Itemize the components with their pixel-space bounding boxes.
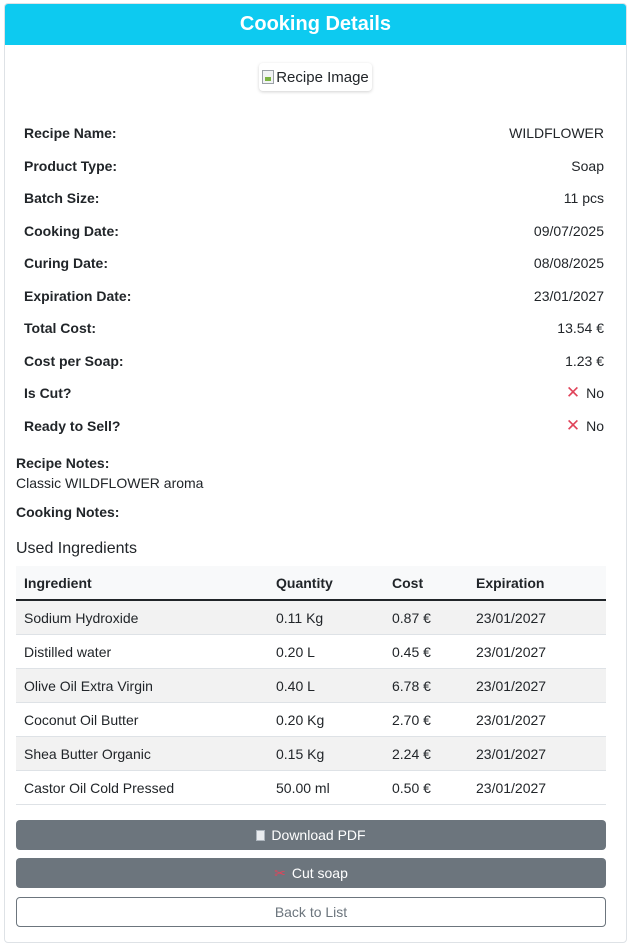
column-header: Expiration bbox=[468, 566, 606, 601]
column-header: Ingredient bbox=[16, 566, 268, 601]
scissors-icon: ✂ bbox=[274, 864, 286, 881]
table-row: Castor Oil Cold Pressed 50.00 ml 0.50 € … bbox=[16, 770, 606, 805]
detail-value: WILDFLOWER bbox=[509, 125, 604, 142]
cell-ingredient: Olive Oil Extra Virgin bbox=[16, 668, 268, 703]
notes-section: Recipe Notes: Classic WILDFLOWER aroma C… bbox=[16, 455, 606, 524]
back-to-list-label: Back to List bbox=[274, 904, 348, 920]
detail-value: ✕ No bbox=[566, 383, 604, 403]
broken-image-icon bbox=[262, 70, 275, 84]
recipe-notes-label: Recipe Notes: bbox=[16, 455, 110, 471]
detail-row-expiration-date: Expiration Date: 23/01/2027 bbox=[24, 280, 604, 313]
cell-cost: 2.70 € bbox=[384, 702, 468, 737]
cooking-notes-label: Cooking Notes: bbox=[16, 504, 120, 520]
cell-expiration: 23/01/2027 bbox=[468, 634, 606, 669]
cell-ingredient: Shea Butter Organic bbox=[16, 736, 268, 771]
detail-label: Cooking Date: bbox=[24, 222, 119, 239]
cell-cost: 6.78 € bbox=[384, 668, 468, 703]
ingredients-table: Ingredient Quantity Cost Expiration Sodi… bbox=[16, 566, 606, 805]
detail-value: 08/08/2025 bbox=[533, 255, 604, 272]
detail-label: Product Type: bbox=[24, 157, 118, 174]
detail-row-recipe-name: Recipe Name: WILDFLOWER bbox=[24, 117, 604, 150]
detail-row-is-cut: Is Cut? ✕ No bbox=[24, 377, 604, 410]
document-icon bbox=[256, 829, 266, 841]
cell-ingredient: Coconut Oil Butter bbox=[16, 702, 268, 737]
detail-row-cooking-date: Cooking Date: 09/07/2025 bbox=[24, 215, 604, 248]
cut-soap-label: Cut soap bbox=[291, 865, 348, 881]
download-pdf-label: Download PDF bbox=[271, 827, 366, 843]
detail-value: ✕ No bbox=[566, 416, 604, 436]
detail-value: 1.23 € bbox=[565, 352, 604, 369]
table-header-row: Ingredient Quantity Cost Expiration bbox=[16, 566, 606, 601]
detail-value: 09/07/2025 bbox=[533, 222, 604, 239]
cell-cost: 0.45 € bbox=[384, 634, 468, 669]
recipe-notes-value: Classic WILDFLOWER aroma bbox=[16, 475, 204, 491]
cell-cost: 0.50 € bbox=[384, 770, 468, 805]
detail-row-cost-per-soap: Cost per Soap: 1.23 € bbox=[24, 345, 604, 378]
cell-expiration: 23/01/2027 bbox=[468, 702, 606, 737]
cell-expiration: 23/01/2027 bbox=[468, 600, 606, 635]
ingredients-title: Used Ingredients bbox=[16, 540, 137, 557]
cell-expiration: 23/01/2027 bbox=[468, 770, 606, 805]
detail-label: Cost per Soap: bbox=[24, 352, 124, 369]
detail-value: 23/01/2027 bbox=[533, 287, 604, 304]
detail-label: Is Cut? bbox=[24, 385, 72, 402]
detail-row-product-type: Product Type: Soap bbox=[24, 150, 604, 183]
cell-ingredient: Sodium Hydroxide bbox=[16, 600, 268, 635]
cell-ingredient: Distilled water bbox=[16, 634, 268, 669]
x-mark-icon: ✕ bbox=[565, 383, 581, 403]
table-row: Distilled water 0.20 L 0.45 € 23/01/2027 bbox=[16, 634, 606, 669]
detail-value: 11 pcs bbox=[563, 190, 604, 207]
detail-label: Curing Date: bbox=[24, 255, 108, 272]
cell-expiration: 23/01/2027 bbox=[468, 668, 606, 703]
cell-cost: 0.87 € bbox=[384, 600, 468, 635]
recipe-image: Recipe Image bbox=[259, 63, 372, 91]
cell-quantity: 0.20 Kg bbox=[268, 702, 384, 737]
recipe-image-wrap: Recipe Image bbox=[5, 63, 626, 91]
detail-row-ready-to-sell: Ready to Sell? ✕ No bbox=[24, 410, 604, 443]
detail-value: Soap bbox=[571, 157, 604, 174]
detail-label: Ready to Sell? bbox=[24, 417, 121, 434]
cell-cost: 2.24 € bbox=[384, 736, 468, 771]
cell-quantity: 50.00 ml bbox=[268, 770, 384, 805]
detail-label: Total Cost: bbox=[24, 320, 97, 337]
detail-value: 13.54 € bbox=[557, 320, 604, 337]
detail-row-total-cost: Total Cost: 13.54 € bbox=[24, 312, 604, 345]
column-header: Quantity bbox=[268, 566, 384, 601]
detail-label: Recipe Name: bbox=[24, 125, 117, 142]
detail-label: Expiration Date: bbox=[24, 287, 132, 304]
cut-soap-button[interactable]: ✂ Cut soap bbox=[16, 858, 606, 888]
column-header: Cost bbox=[384, 566, 468, 601]
table-row: Coconut Oil Butter 0.20 Kg 2.70 € 23/01/… bbox=[16, 702, 606, 737]
cell-ingredient: Castor Oil Cold Pressed bbox=[16, 770, 268, 805]
page-title: Cooking Details bbox=[5, 4, 626, 45]
detail-value-text: No bbox=[586, 417, 604, 434]
details-list: Recipe Name: WILDFLOWER Product Type: So… bbox=[24, 117, 604, 442]
cell-expiration: 23/01/2027 bbox=[468, 736, 606, 771]
back-to-list-button[interactable]: Back to List bbox=[16, 897, 606, 927]
x-mark-icon: ✕ bbox=[565, 415, 581, 435]
detail-row-curing-date: Curing Date: 08/08/2025 bbox=[24, 247, 604, 280]
cell-quantity: 0.20 L bbox=[268, 634, 384, 669]
cell-quantity: 0.11 Kg bbox=[268, 600, 384, 635]
table-row: Shea Butter Organic 0.15 Kg 2.24 € 23/01… bbox=[16, 736, 606, 771]
detail-row-batch-size: Batch Size: 11 pcs bbox=[24, 182, 604, 215]
recipe-image-alt: Recipe Image bbox=[276, 68, 369, 86]
detail-value-text: No bbox=[586, 385, 604, 402]
cell-quantity: 0.15 Kg bbox=[268, 736, 384, 771]
table-row: Olive Oil Extra Virgin 0.40 L 6.78 € 23/… bbox=[16, 668, 606, 703]
detail-label: Batch Size: bbox=[24, 190, 100, 207]
table-row: Sodium Hydroxide 0.11 Kg 0.87 € 23/01/20… bbox=[16, 600, 606, 635]
download-pdf-button[interactable]: Download PDF bbox=[16, 820, 606, 850]
cell-quantity: 0.40 L bbox=[268, 668, 384, 703]
